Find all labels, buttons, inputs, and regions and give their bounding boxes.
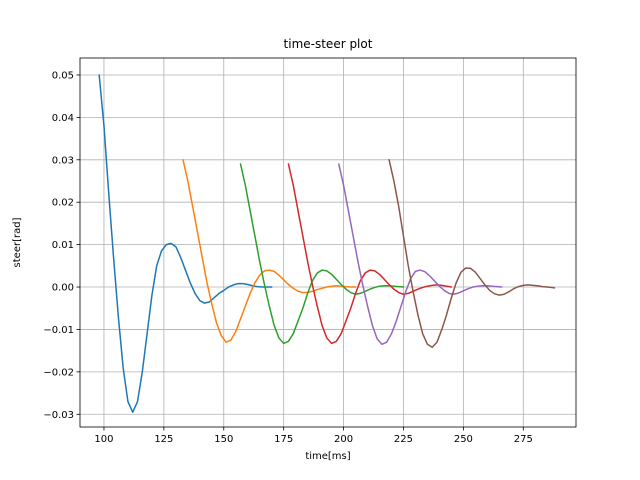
y-tick-label: 0.04 (52, 113, 74, 124)
y-axis-title: steer[rad] (12, 217, 23, 267)
series-line-3 (239, 163, 405, 345)
series-line-2 (182, 159, 357, 343)
y-tick-label: −0.01 (43, 325, 74, 336)
y-tick-label: −0.03 (43, 410, 74, 421)
y-tick-label: 0.03 (52, 155, 74, 166)
x-tick-label: 150 (214, 434, 233, 445)
series-line-6 (388, 159, 556, 349)
x-axis-title: time[ms] (305, 451, 350, 462)
chart-title: time-steer plot (284, 37, 373, 51)
series-line-4 (287, 163, 453, 345)
axis-ticks: 100 125 150 175 200 225 250 275 −0.03 −0.02 −0.01 0… (43, 70, 532, 445)
grid (80, 58, 576, 427)
x-tick-label: 175 (274, 434, 293, 445)
plot-frame (79, 57, 577, 428)
x-tick-label: 250 (454, 434, 473, 445)
y-tick-label: 0.00 (52, 283, 74, 294)
y-tick-label: −0.02 (43, 367, 74, 378)
x-tick-label: 200 (334, 434, 353, 445)
x-tick-label: 100 (94, 434, 113, 445)
x-tick-label: 125 (154, 434, 173, 445)
x-tick-label: 275 (514, 434, 533, 445)
series-lines (98, 74, 556, 413)
y-tick-label: 0.01 (52, 240, 74, 251)
series-line-1 (98, 74, 273, 413)
y-tick-label: 0.02 (52, 198, 74, 209)
series-line-5 (338, 163, 503, 346)
x-tick-label: 225 (394, 434, 413, 445)
y-tick-label: 0.05 (52, 70, 74, 81)
